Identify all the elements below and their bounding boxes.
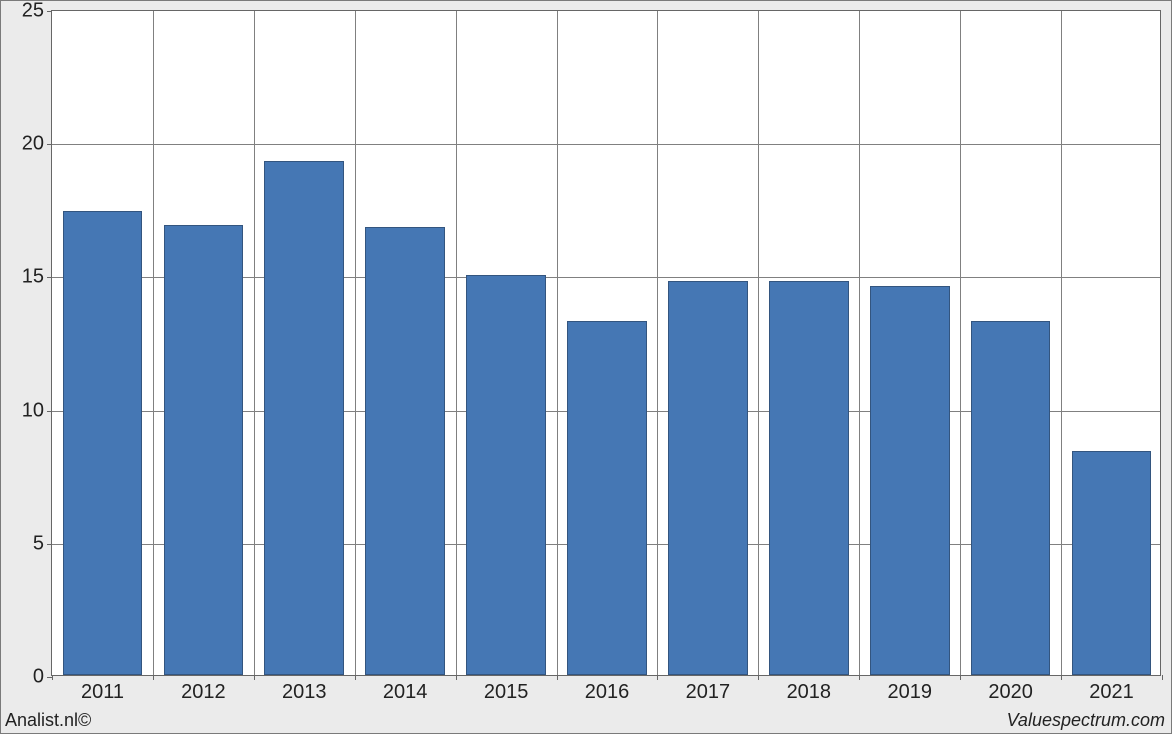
plot-area: 0510152025201120122013201420152016201720… [51,10,1161,676]
bar [769,281,849,675]
gridline-v [153,11,154,675]
bar [63,211,143,675]
x-tick-label: 2015 [484,681,529,704]
bar [164,225,244,675]
x-tickmark [1162,675,1163,680]
y-tick-label: 0 [33,666,44,689]
bar [1072,451,1152,675]
x-tickmark [1061,675,1062,680]
x-tick-label: 2017 [686,681,731,704]
x-tickmark [52,675,53,680]
gridline-v [557,11,558,675]
x-tick-label: 2012 [181,681,226,704]
gridline-h [52,144,1160,145]
chart-container: 0 5 10 15 20 25 2011 2012 2013 2014 2015 2016 2017 20… [0,0,1172,734]
x-tick-label: 2021 [1089,681,1134,704]
y-tick-label: 25 [22,0,44,23]
bar [466,275,546,675]
footer-left: Analist.nl© [5,710,91,731]
y-tick-label: 20 [22,133,44,156]
y-tick-label: 5 [33,532,44,555]
x-tickmark [456,675,457,680]
gridline-v [355,11,356,675]
x-tick-label: 2019 [887,681,932,704]
x-tickmark [254,675,255,680]
x-tick-label: 2013 [282,681,327,704]
gridline-v [456,11,457,675]
x-tick-label: 2018 [787,681,832,704]
y-tickmark [47,411,52,412]
x-tickmark [960,675,961,680]
x-tickmark [557,675,558,680]
y-tickmark [47,277,52,278]
x-tick-label: 2014 [383,681,428,704]
x-tickmark [758,675,759,680]
y-tick-label: 15 [22,266,44,289]
x-tick-label: 2020 [988,681,1033,704]
gridline-v [1061,11,1062,675]
x-tickmark [859,675,860,680]
y-tickmark [47,144,52,145]
bar [567,321,647,675]
x-tickmark [657,675,658,680]
bar [365,227,445,675]
y-tickmark [47,11,52,12]
y-tickmark [47,544,52,545]
x-tickmark [355,675,356,680]
x-tick-label: 2016 [585,681,630,704]
footer-right: Valuespectrum.com [1007,710,1165,731]
x-tick-label: 2011 [81,681,124,704]
gridline-v [758,11,759,675]
bar [971,321,1051,675]
gridline-v [657,11,658,675]
bar [668,281,748,675]
bar [264,161,344,675]
y-tick-label: 10 [22,399,44,422]
gridline-v [254,11,255,675]
gridline-v [960,11,961,675]
x-tickmark [153,675,154,680]
bar [870,286,950,675]
gridline-v [859,11,860,675]
